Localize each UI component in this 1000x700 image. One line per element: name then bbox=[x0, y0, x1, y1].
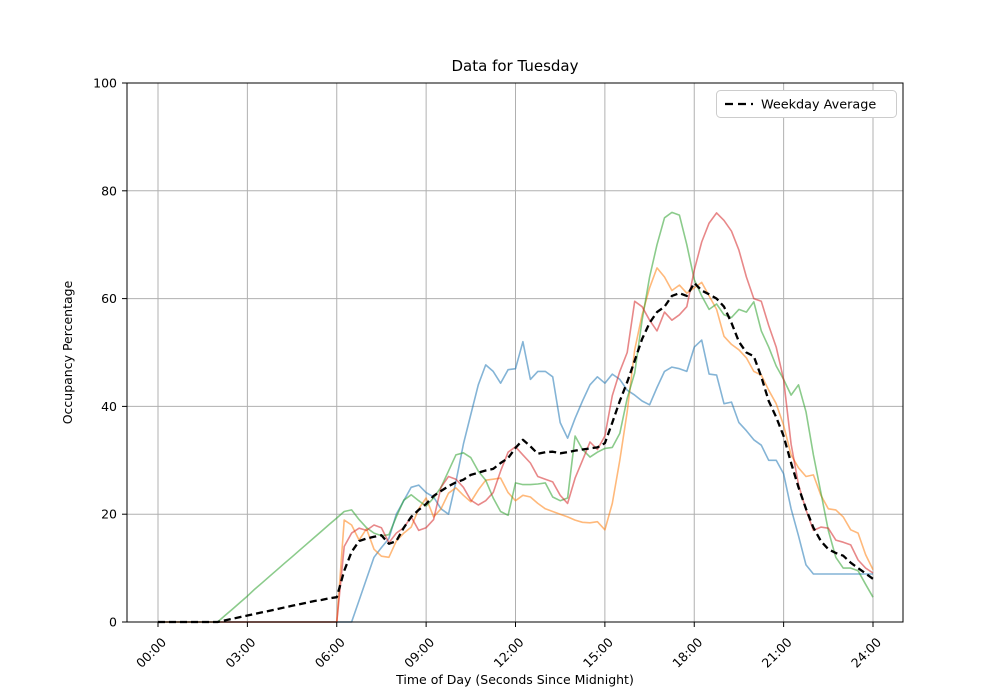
series-line-day-series-green bbox=[158, 211, 874, 623]
x-tick-label: 09:00 bbox=[401, 634, 437, 670]
x-tick-label: 18:00 bbox=[669, 634, 705, 670]
x-tick-label: 12:00 bbox=[491, 634, 527, 670]
series-line-weekday-average bbox=[158, 281, 874, 624]
x-tick-label: 15:00 bbox=[580, 634, 616, 670]
y-axis-label: Occupancy Percentage bbox=[60, 280, 75, 424]
x-axis-label: Time of Day (Seconds Since Midnight) bbox=[395, 672, 634, 687]
y-tick-label: 80 bbox=[101, 183, 117, 198]
tick-layer: 00:00 03:00 06:00 09:00 12:00 15:00 18:00 21:00… bbox=[93, 76, 884, 671]
y-tick-label: 100 bbox=[93, 76, 117, 91]
y-tick-label: 60 bbox=[101, 291, 117, 306]
legend-box bbox=[716, 90, 897, 118]
y-tick-label: 40 bbox=[101, 399, 117, 414]
x-tick-label: 00:00 bbox=[133, 634, 169, 670]
x-tick-label: 06:00 bbox=[312, 634, 348, 670]
x-tick-label: 21:00 bbox=[759, 634, 795, 670]
legend-entry-label: Weekday Average bbox=[761, 98, 876, 113]
chart-title: Data for Tuesday bbox=[451, 57, 578, 75]
y-tick-label: 20 bbox=[101, 507, 117, 522]
y-tick-label: 0 bbox=[109, 615, 117, 630]
legend: Weekday Average bbox=[716, 90, 897, 118]
x-tick-label: 03:00 bbox=[222, 634, 258, 670]
x-tick-label: 24:00 bbox=[848, 634, 884, 670]
grid-layer bbox=[127, 82, 903, 623]
